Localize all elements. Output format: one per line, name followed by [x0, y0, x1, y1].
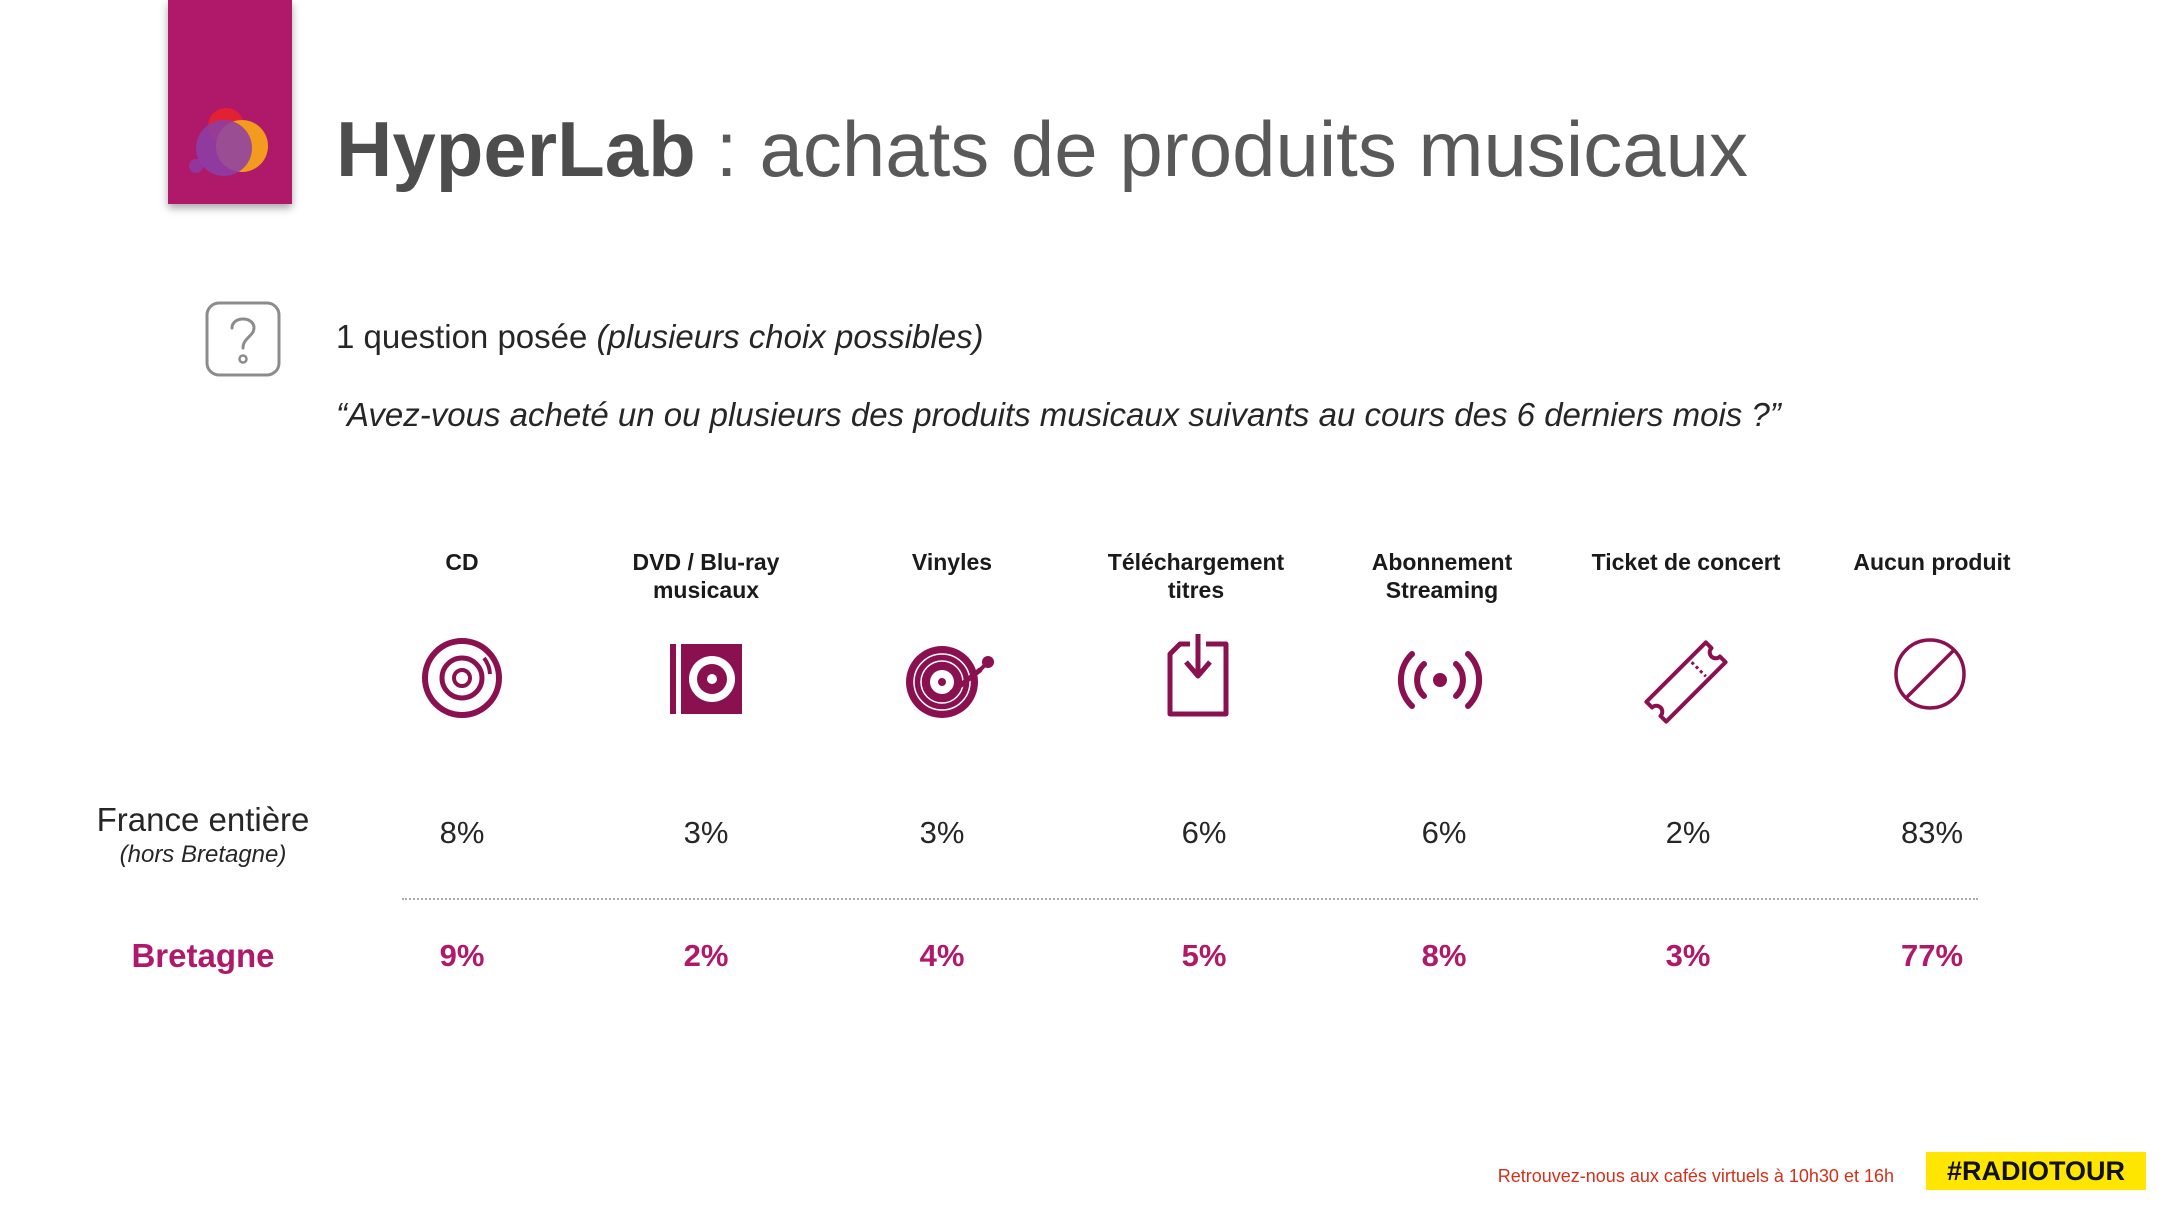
column-header-dvd: DVD / Blu-ray musicaux — [586, 548, 826, 604]
turntable-icon — [906, 646, 994, 718]
ticket-icon — [1644, 640, 1728, 724]
value-france-dvd: 3% — [683, 815, 729, 850]
column-header-line: DVD / Blu-ray — [632, 549, 780, 575]
row-label-bretagne: Bretagne — [60, 936, 346, 976]
question-prefix: 1 question posée — [336, 318, 588, 355]
page-title: HyperLab: achats de produits musicaux — [336, 104, 1748, 194]
broadcast-icon — [1397, 651, 1483, 709]
column-header-cd: CD — [342, 548, 582, 576]
download-file-icon — [1167, 634, 1229, 717]
column-header-line: CD — [445, 549, 479, 575]
hyperlab-logo-icon — [189, 108, 268, 176]
column-header-line: Abonnement — [1371, 549, 1513, 575]
column-header-telechargement: Téléchargement titres — [1076, 548, 1316, 604]
row-label-main: Bretagne — [131, 937, 275, 974]
question-note: (plusieurs choix possibles) — [596, 318, 984, 355]
value-bretagne-streaming: 8% — [1421, 938, 1467, 973]
value-france-telechargement: 6% — [1181, 815, 1227, 850]
column-header-streaming: Abonnement Streaming — [1322, 548, 1562, 604]
value-france-vinyles: 3% — [919, 815, 965, 850]
column-header-line: Ticket de concert — [1591, 549, 1781, 575]
value-france-aucun: 83% — [1900, 815, 1964, 850]
row-label-sub: (hors Bretagne) — [119, 841, 287, 868]
cd-icon — [422, 638, 502, 718]
column-header-line: Vinyles — [911, 549, 993, 575]
column-header-line: Streaming — [1385, 577, 1499, 603]
question-icon — [205, 301, 281, 377]
question-quote: “Avez-vous acheté un ou plusieurs des pr… — [336, 396, 1781, 433]
value-bretagne-aucun: 77% — [1900, 938, 1964, 973]
question-intro: 1 question posée (plusieurs choix possib… — [336, 318, 984, 356]
footer-note: Retrouvez-nous aux cafés virtuels à 10h3… — [1497, 1166, 1894, 1186]
value-bretagne-cd: 9% — [439, 938, 485, 973]
column-header-aucun: Aucun produit — [1812, 548, 2052, 576]
value-bretagne-vinyles: 4% — [919, 938, 965, 973]
title-separator: : — [715, 105, 738, 193]
no-symbol-icon — [1894, 638, 1966, 710]
row-divider — [402, 898, 1978, 900]
column-header-vinyles: Vinyles — [832, 548, 1072, 576]
value-france-ticket: 2% — [1665, 815, 1711, 850]
value-france-streaming: 6% — [1421, 815, 1467, 850]
value-bretagne-ticket: 3% — [1665, 938, 1711, 973]
value-bretagne-dvd: 2% — [683, 938, 729, 973]
column-header-line: musicaux — [652, 577, 760, 603]
value-bretagne-telechargement: 5% — [1181, 938, 1227, 973]
hashtag-badge: #RADIOTOUR — [1926, 1152, 2146, 1190]
row-label-france: France entière (hors Bretagne) — [60, 800, 346, 870]
row-label-main: France entière — [96, 801, 310, 838]
logo-block — [168, 0, 292, 204]
value-france-cd: 8% — [439, 815, 485, 850]
title-brand: HyperLab — [336, 105, 696, 193]
column-header-line: titres — [1167, 577, 1225, 603]
column-header-line: Téléchargement — [1107, 549, 1285, 575]
column-header-line: Aucun produit — [1853, 549, 2011, 575]
title-subtitle: achats de produits musicaux — [759, 105, 1748, 193]
dvd-case-icon — [670, 644, 742, 714]
column-header-ticket: Ticket de concert — [1566, 548, 1806, 576]
